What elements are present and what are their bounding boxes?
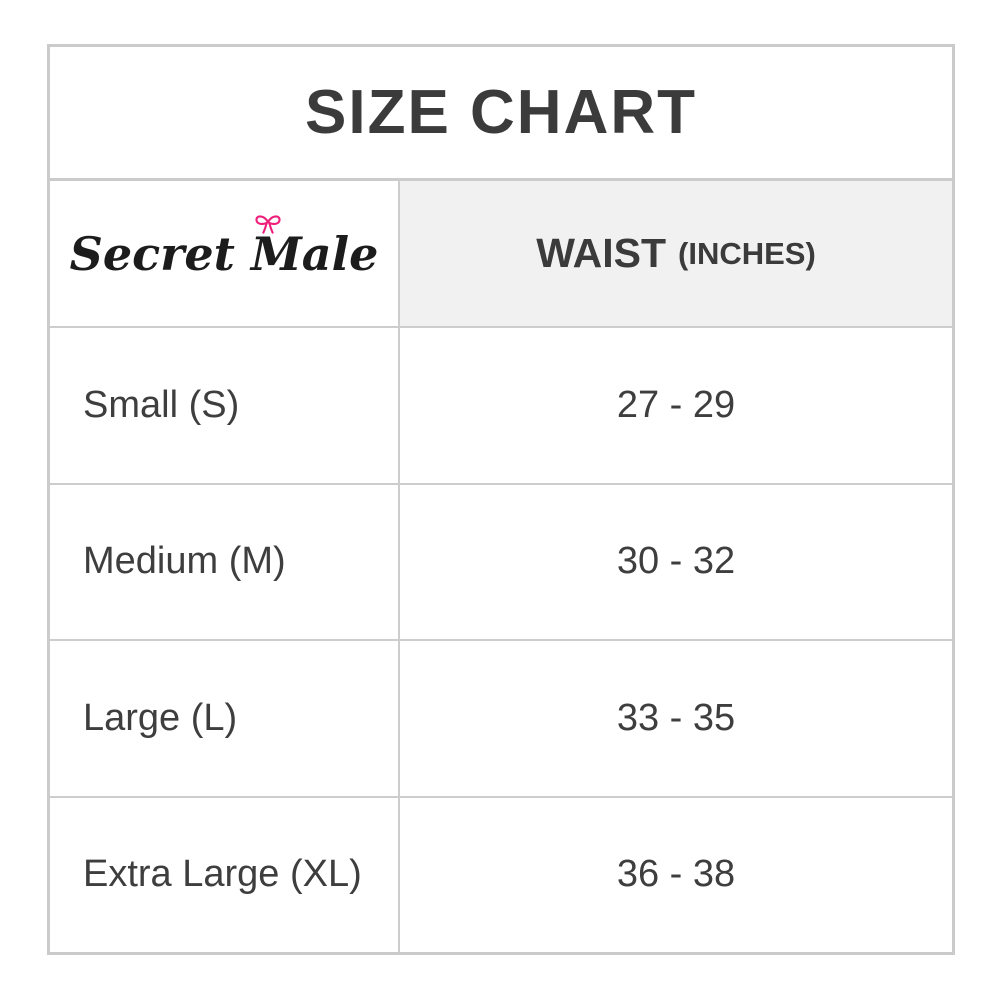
table-row-xlarge-waist: 36 - 38 <box>398 795 952 952</box>
table-row-medium-size: Medium (M) <box>50 482 398 639</box>
brand-name: Secret Male <box>69 226 379 281</box>
brand-header-cell: Secret Male <box>50 178 398 326</box>
table-row-medium-waist: 30 - 32 <box>398 482 952 639</box>
table-row-small-size: Small (S) <box>50 326 398 483</box>
waist-column-header: WAIST (INCHES) <box>398 178 952 326</box>
waist-header-label: WAIST <box>536 230 667 276</box>
waist-header-unit: (INCHES) <box>678 235 816 271</box>
size-chart-table: SIZE CHART Secret Male WAIST (INCHES) Sm… <box>47 44 955 955</box>
table-row-small-waist: 27 - 29 <box>398 326 952 483</box>
pink-bow-icon <box>255 214 281 234</box>
brand-logo: Secret Male <box>69 214 379 281</box>
page-title: SIZE CHART <box>50 47 952 178</box>
table-row-large-waist: 33 - 35 <box>398 639 952 796</box>
table-row-large-size: Large (L) <box>50 639 398 796</box>
table-row-xlarge-size: Extra Large (XL) <box>50 795 398 952</box>
